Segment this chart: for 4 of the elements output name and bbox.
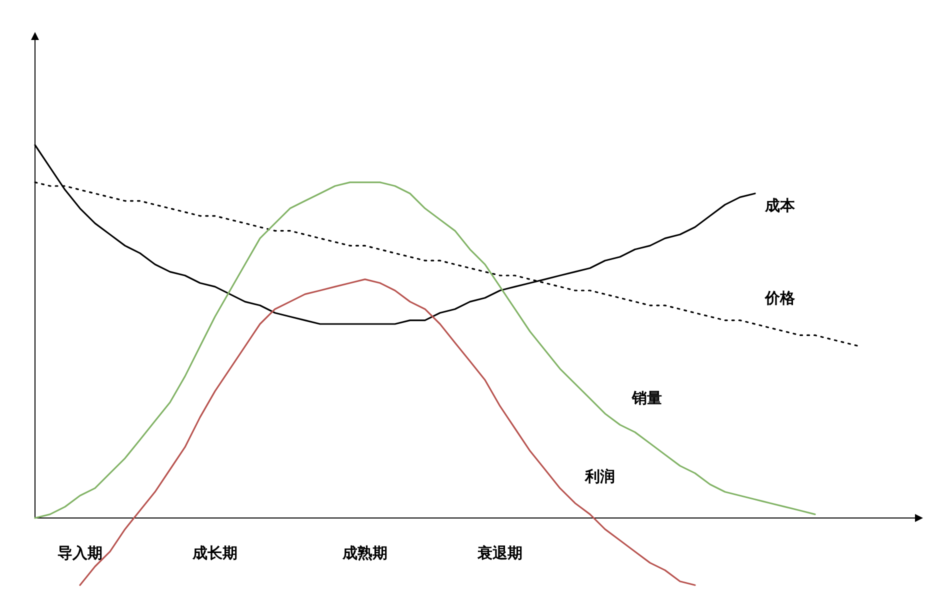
x-tick-label: 导入期	[58, 544, 102, 562]
x-tick-label: 成长期	[192, 544, 238, 562]
x-tick-label: 成熟期	[342, 544, 388, 562]
x-tick-label: 衰退期	[478, 544, 522, 562]
